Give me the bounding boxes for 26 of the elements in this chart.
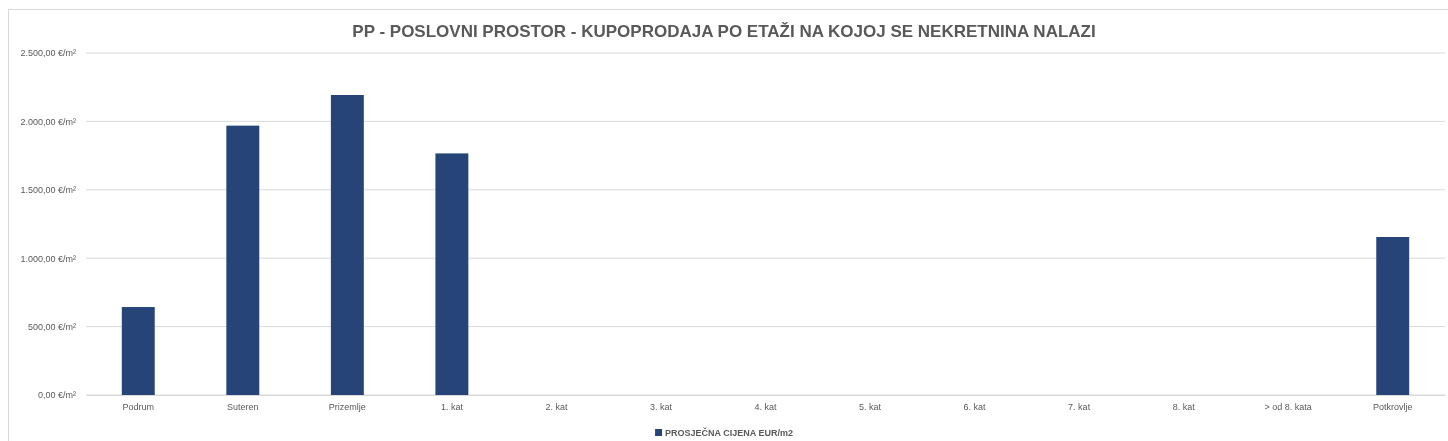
x-tick-label: 2. kat bbox=[545, 402, 568, 413]
x-tick-label: Potkrovlje bbox=[1372, 402, 1413, 413]
x-tick-label: 6. kat bbox=[963, 402, 987, 413]
y-tick-label: 1.500,00 €/m² bbox=[20, 185, 76, 196]
x-tick-label: 8. kat bbox=[1172, 402, 1196, 413]
x-tick-label: 4. kat bbox=[754, 402, 777, 413]
bar bbox=[226, 125, 260, 395]
chart-title: PP - POSLOVNI PROSTOR - KUPOPRODAJA PO ETAŽI NA KOJOJ SE NEKRETNINA NALAZI bbox=[352, 22, 1096, 41]
x-tick-label: 3. kat bbox=[649, 402, 673, 413]
y-tick-label: 0,00 €/m² bbox=[37, 390, 76, 401]
y-tick-label: 500,00 €/m² bbox=[27, 321, 76, 332]
x-tick-label: 5. kat bbox=[859, 402, 882, 413]
x-tick-label: Podrum bbox=[122, 402, 155, 413]
bar bbox=[330, 95, 364, 395]
x-tick-label: Prizemlje bbox=[328, 402, 366, 413]
bar bbox=[435, 153, 469, 395]
legend-label: PROSJEČNA CIJENA EUR/m2 bbox=[665, 427, 793, 438]
bar bbox=[1376, 237, 1410, 395]
y-tick-label: 1.000,00 €/m² bbox=[20, 253, 76, 264]
x-tick-label: > od 8. kata bbox=[1264, 402, 1312, 413]
y-tick-label: 2.000,00 €/m² bbox=[20, 116, 76, 127]
bar bbox=[121, 307, 155, 395]
y-tick-label: 2.500,00 €/m² bbox=[20, 48, 76, 59]
x-tick-label: 1. kat bbox=[440, 402, 464, 413]
x-tick-label: 7. kat bbox=[1068, 402, 1091, 413]
x-tick-label: Suteren bbox=[227, 402, 259, 413]
